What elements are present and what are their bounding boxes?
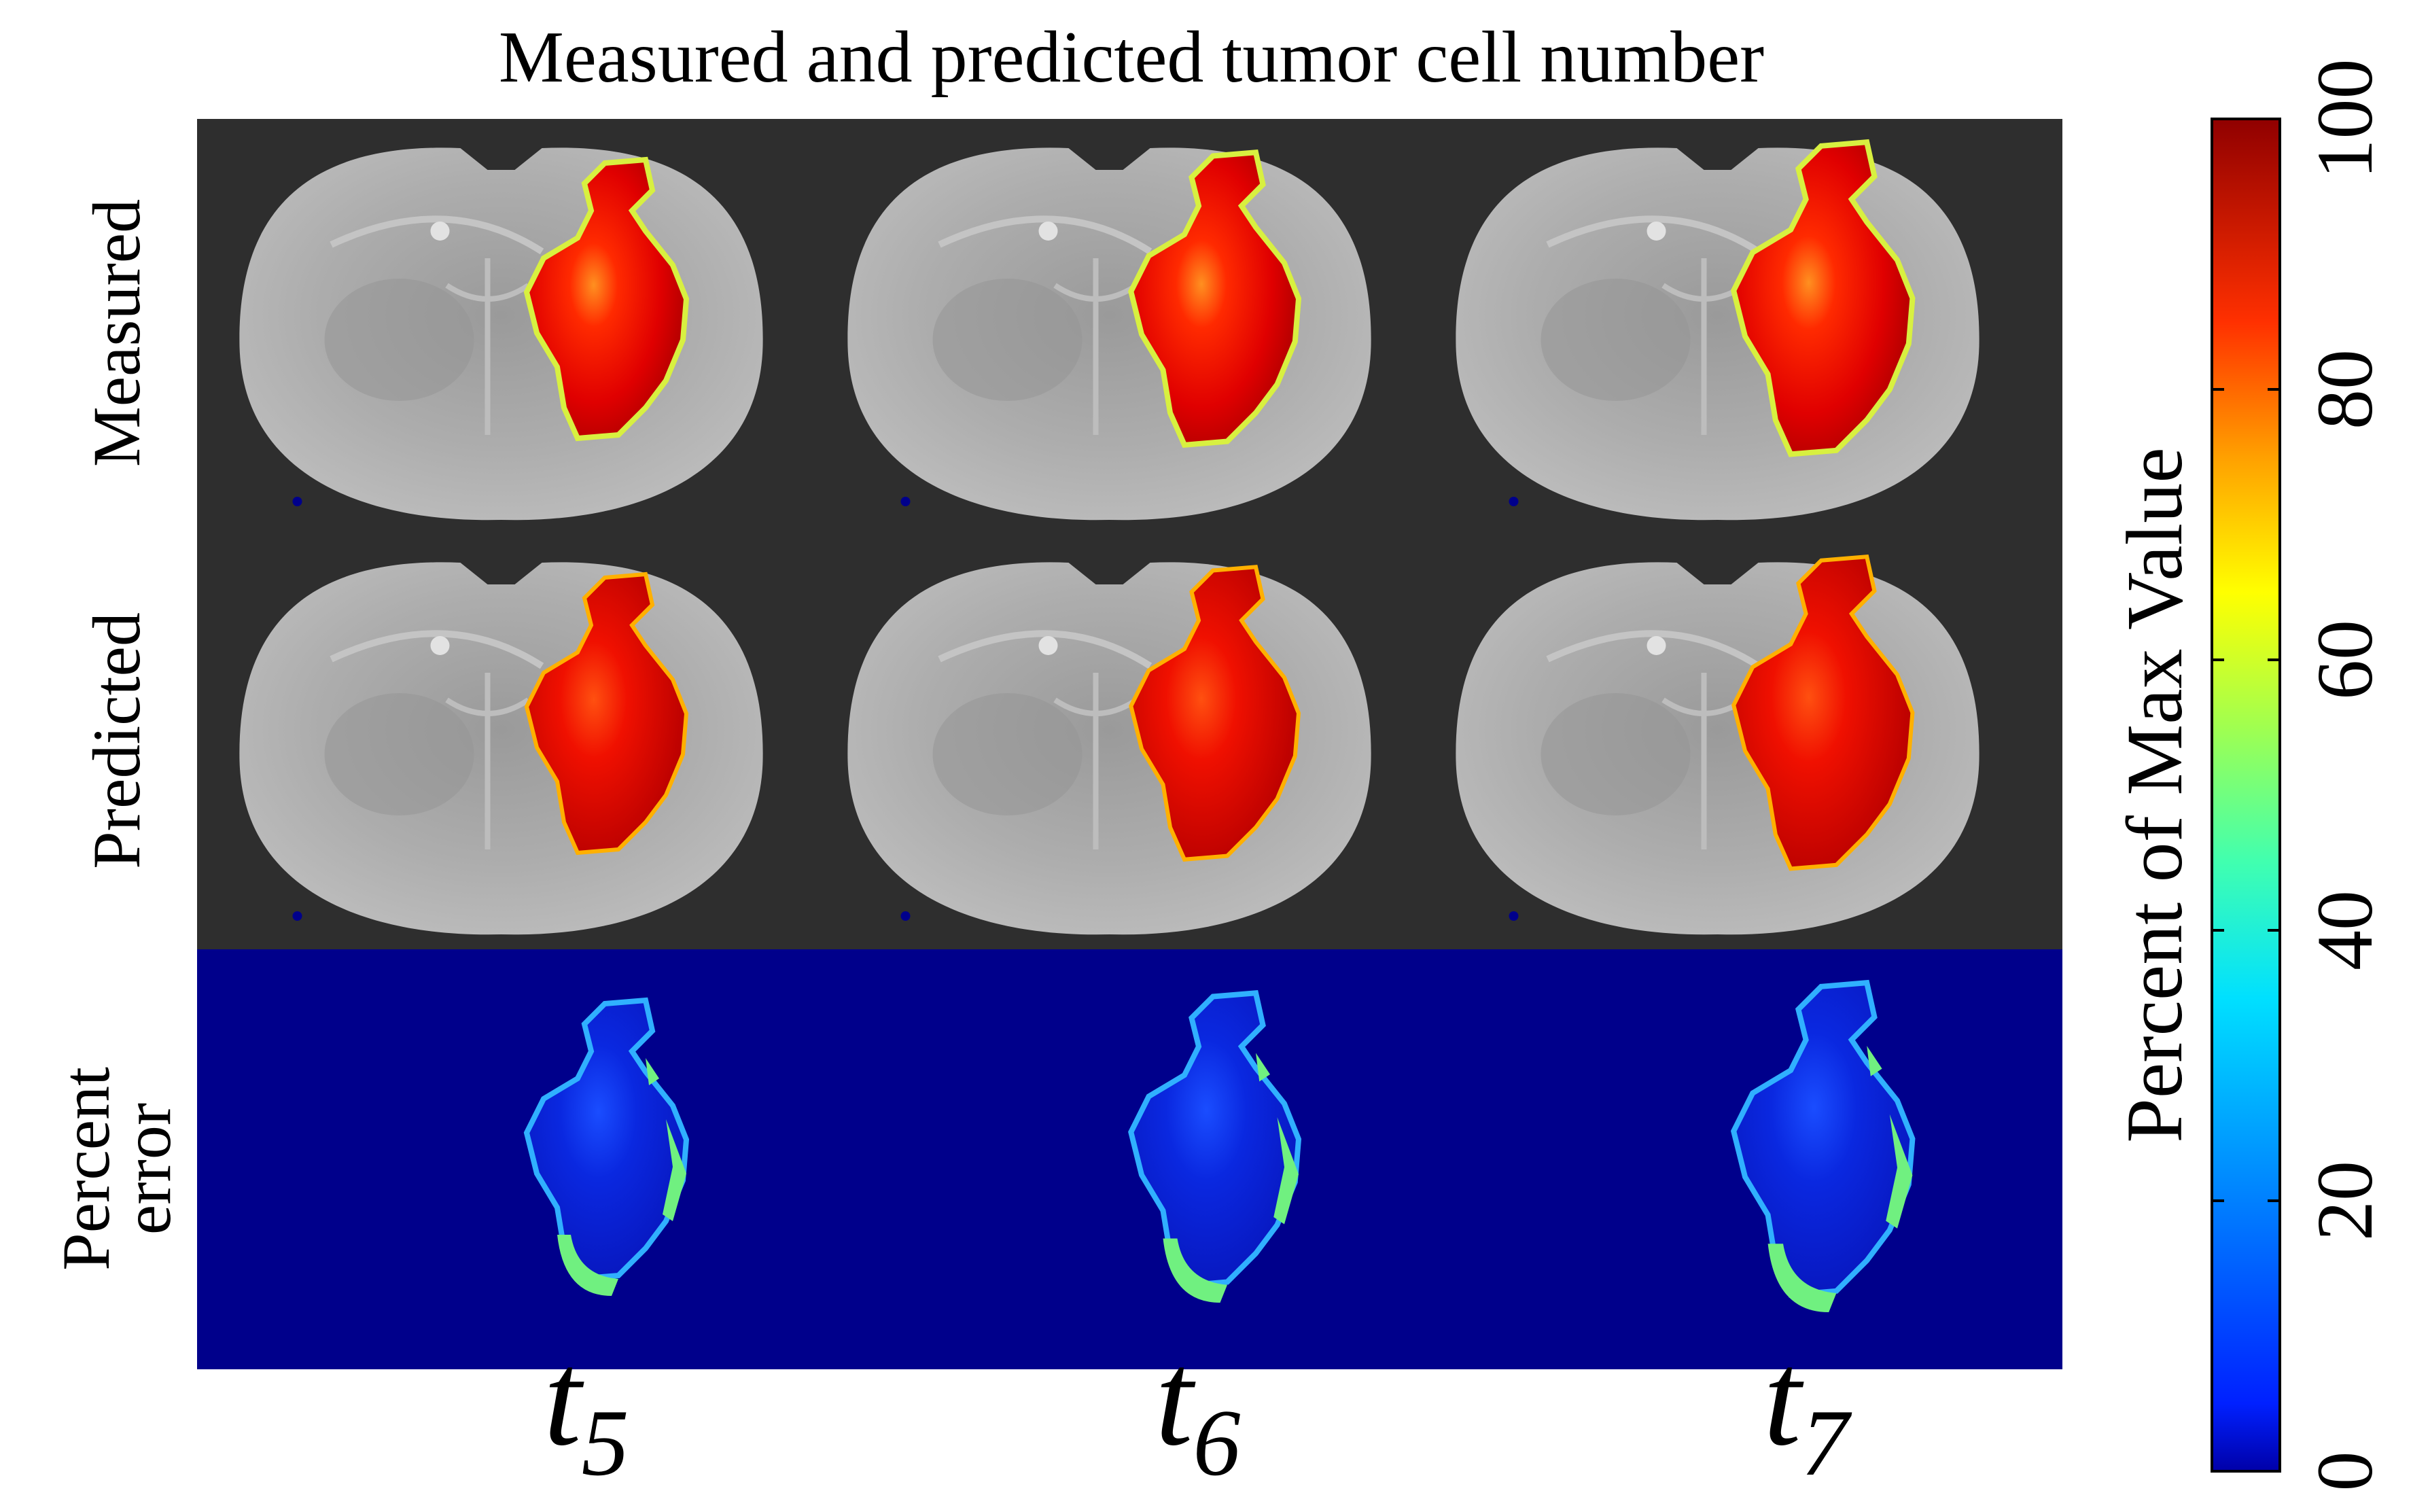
brain-structure [1038, 222, 1058, 241]
brain-structure [324, 693, 474, 815]
error-region [523, 997, 690, 1282]
error-high-edge [646, 1058, 659, 1085]
brain-structure [1647, 636, 1666, 655]
brain-structure [1038, 636, 1058, 655]
brain-structure [938, 215, 1152, 255]
error-high-edge [1256, 1053, 1270, 1082]
chart-title: Measured and predicted tumor cell number [499, 17, 1764, 98]
brain-structure [938, 630, 1152, 669]
panel-2-0 [523, 997, 690, 1296]
error-region [1730, 979, 1916, 1298]
marker-dot [1509, 911, 1519, 921]
row-label-error: error [109, 1103, 185, 1235]
brain-structure [445, 673, 530, 849]
brain-structure [330, 215, 544, 255]
time-label-t6-base: t [1155, 1324, 1196, 1474]
panel-2-2 [1730, 979, 1916, 1312]
marker-dot [292, 911, 302, 921]
brain-structure [1053, 258, 1138, 435]
marker-dot [292, 497, 302, 506]
colorbar-ticks: 0 20 40 60 80 100 [2212, 59, 2389, 1492]
row-label-percent: Percent [48, 1067, 124, 1271]
time-label-t5-base: t [544, 1324, 584, 1474]
marker-dot [1509, 497, 1519, 506]
tumor-predicted [524, 572, 689, 856]
brain-structure [1546, 630, 1761, 669]
row-label-predicted: Predicted [79, 612, 154, 869]
colorbar-label: Percent of Max Value [2110, 447, 2199, 1142]
tumor-measured [1128, 150, 1302, 449]
brain-structure [1541, 279, 1691, 401]
brain-structure [932, 693, 1083, 815]
colorbar: 0 20 40 60 80 100 Percent of Max Value [2110, 59, 2389, 1492]
time-labels: t5 t6 t7 [544, 1324, 1852, 1496]
brain-structure [430, 636, 450, 655]
error-high-edge [1886, 1114, 1913, 1229]
panels [239, 139, 1979, 1312]
brain-structure [1647, 222, 1666, 241]
colorbar-gradient [2211, 118, 2281, 1473]
tumor-measured [523, 156, 690, 442]
brain-structure [445, 258, 530, 435]
error-high-edge [1273, 1117, 1299, 1225]
panel-0-0 [239, 147, 763, 521]
time-label-t5: t5 [544, 1324, 629, 1496]
brain-structure [1053, 673, 1138, 849]
panel-0-1 [847, 147, 1371, 521]
colorbar-tick-label-20: 20 [2300, 1161, 2389, 1241]
time-label-t7: t7 [1763, 1324, 1852, 1496]
brain-structure [1541, 693, 1691, 815]
error-high-edge [1867, 1046, 1882, 1076]
colorbar-tick-label-100: 100 [2300, 59, 2389, 179]
tumor-predicted [1731, 554, 1915, 871]
brain-structure [330, 630, 544, 669]
error-high-edge [663, 1119, 686, 1221]
row-label-measured: Measured [79, 199, 154, 467]
colorbar-tick-label-0: 0 [2300, 1452, 2389, 1492]
error-high-edge [557, 1235, 618, 1296]
error-high-edge [1767, 1244, 1837, 1312]
marker-dot [900, 911, 911, 921]
row-labels: Measured Predicted Percent error [48, 199, 185, 1271]
time-label-t6: t6 [1155, 1324, 1241, 1496]
colorbar-tick-label-60: 60 [2300, 620, 2389, 700]
error-region [1128, 990, 1302, 1289]
colorbar-tick-label-80: 80 [2300, 349, 2389, 429]
panel-0-2 [1456, 139, 1979, 521]
error-high-edge [1163, 1238, 1227, 1303]
panel-1-1 [847, 562, 1371, 935]
brain-structure [932, 279, 1083, 401]
tumor-predicted [1129, 565, 1301, 862]
time-label-t5-sub: 5 [582, 1390, 629, 1496]
panel-1-0 [239, 562, 763, 935]
panel-1-2 [1456, 554, 1979, 935]
brain-structure [1546, 215, 1761, 255]
brain-structure [430, 222, 450, 241]
time-label-t6-sub: 6 [1193, 1390, 1241, 1496]
colorbar-tick-label-40: 40 [2300, 890, 2389, 970]
brain-structure [324, 279, 474, 401]
panel-2-1 [1128, 990, 1302, 1303]
marker-dot [900, 497, 911, 506]
time-label-t7-base: t [1763, 1324, 1804, 1474]
tumor-measured [1730, 139, 1916, 457]
time-label-t7-sub: 7 [1801, 1390, 1852, 1496]
